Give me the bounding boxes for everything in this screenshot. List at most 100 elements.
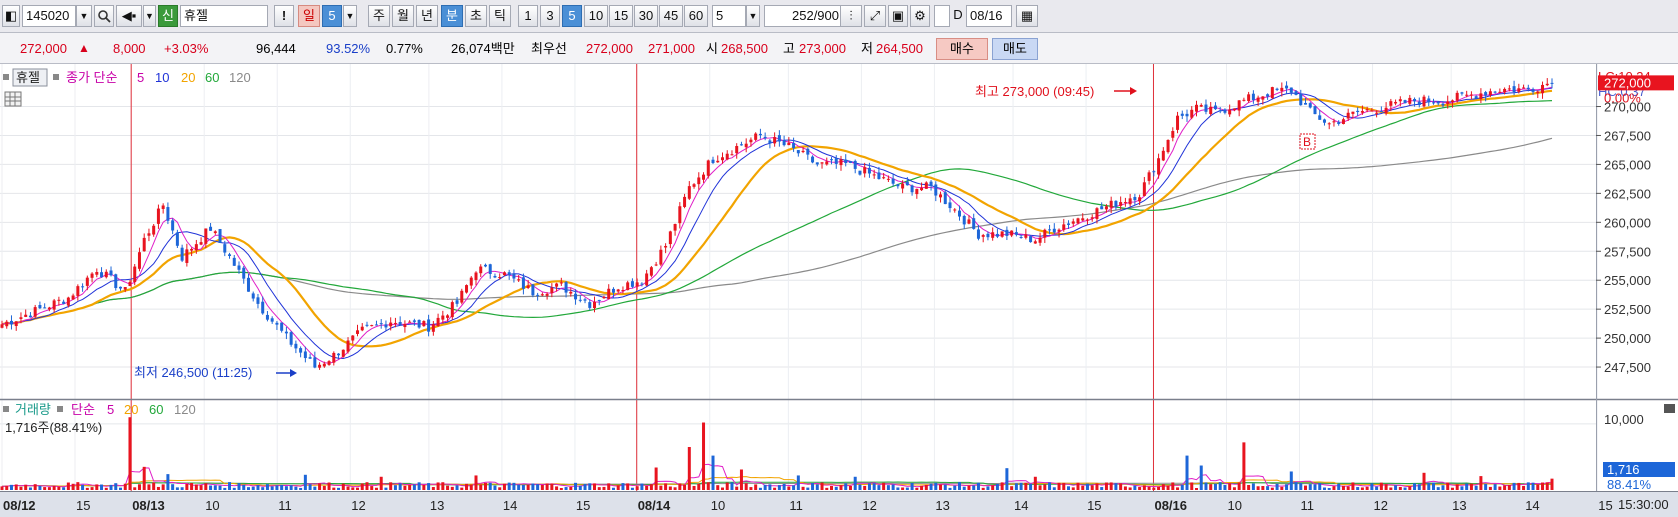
candle-body — [318, 364, 322, 368]
search-icon[interactable] — [94, 5, 114, 27]
bar-count-value: 252 — [791, 8, 814, 23]
volume-bar — [479, 484, 483, 490]
day-count-chevron-icon[interactable]: ▼ — [343, 5, 357, 27]
alert-button[interactable]: ! — [274, 5, 294, 27]
volume-bar — [986, 486, 990, 490]
candle-body — [683, 196, 687, 207]
volume-bar — [232, 487, 236, 490]
legend-stock-box[interactable] — [12, 68, 48, 87]
code-dropdown-chevron-icon[interactable]: ▼ — [76, 5, 92, 27]
candle-body — [166, 207, 170, 221]
volume-bar — [815, 484, 819, 490]
stock-name-field[interactable]: 휴젤 — [180, 5, 268, 27]
volume-bar — [593, 483, 597, 490]
legend-square-icon — [53, 74, 59, 80]
low-annotation-text: 최저 246,500 (11:25) — [134, 365, 252, 380]
candle-type-icon[interactable]: ⫶ — [840, 5, 862, 27]
candle-body — [280, 322, 284, 331]
legend-square-icon — [57, 406, 63, 412]
candle-body — [872, 174, 876, 176]
candle-body — [374, 324, 378, 326]
candle-body — [403, 324, 407, 328]
buy-button[interactable]: 매수 — [936, 38, 988, 60]
interval-10-button[interactable]: 10 — [584, 5, 608, 27]
speaker-icon[interactable]: ◀▪ — [116, 5, 142, 27]
time-axis-label: 10 — [205, 498, 219, 513]
candle-body — [1375, 112, 1379, 114]
interval-45-button[interactable]: 45 — [659, 5, 683, 27]
interval-60-button[interactable]: 60 — [684, 5, 708, 27]
candle-body — [308, 357, 312, 359]
interval-5-button[interactable]: 5 — [562, 5, 582, 27]
gear-icon[interactable]: ⚙ — [910, 5, 930, 27]
price-axis-tick-label: 250,000 — [1604, 331, 1651, 346]
interval-30-button[interactable]: 30 — [634, 5, 658, 27]
day-count-field[interactable]: 5 — [322, 5, 342, 27]
date-input[interactable]: 08/16 — [966, 5, 1012, 27]
candle-body — [270, 318, 274, 322]
buy-signal-marker: B — [1299, 133, 1316, 150]
sell-button[interactable]: 매도 — [992, 38, 1038, 60]
volume-bar — [1294, 482, 1298, 490]
volume-bar — [81, 484, 85, 490]
period-month-button[interactable]: 월 — [392, 5, 414, 27]
interval-3-button[interactable]: 3 — [540, 5, 560, 27]
period-second-button[interactable]: 초 — [465, 5, 487, 27]
volume-bar — [384, 487, 388, 490]
bar-count-field[interactable]: 252/900 — [764, 5, 844, 27]
volume-bar — [493, 485, 497, 490]
time-axis-label: 12 — [1374, 498, 1388, 513]
volume-bar — [1479, 476, 1483, 490]
pane-maximize-icon[interactable] — [1664, 404, 1675, 413]
candle-body — [460, 290, 464, 303]
volume-bar — [152, 482, 156, 490]
candle-body — [1176, 115, 1180, 130]
volume-bar — [787, 486, 791, 490]
candle-body — [66, 297, 70, 306]
volume-bar — [1507, 485, 1511, 490]
volume-bar — [1090, 485, 1094, 490]
interval-15-button[interactable]: 15 — [609, 5, 633, 27]
period-day-button[interactable]: 일 — [298, 5, 320, 27]
time-axis-label: 10 — [711, 498, 725, 513]
interval-input[interactable]: 5 — [712, 5, 746, 27]
candle-body — [1488, 91, 1492, 95]
high-price: 273,000 — [799, 41, 846, 56]
date-checkbox[interactable] — [934, 5, 950, 27]
period-minute-button[interactable]: 분 — [441, 5, 463, 27]
period-week-button[interactable]: 주 — [368, 5, 390, 27]
candle-body — [1403, 100, 1407, 104]
volume-bar — [929, 483, 933, 490]
grid-toggle-icon[interactable] — [4, 91, 22, 107]
interval-chevron-icon[interactable]: ▼ — [746, 5, 760, 27]
calendar-icon[interactable]: ▦ — [1016, 5, 1038, 27]
current-volume-box — [1603, 462, 1675, 477]
speaker-dropdown-chevron-icon[interactable]: ▼ — [143, 5, 156, 27]
draw-tool-icon[interactable]: ⤢ — [864, 5, 886, 27]
stock-code-input[interactable]: 145020 — [22, 5, 76, 27]
volume-bar — [1299, 483, 1303, 490]
candle-body — [507, 272, 511, 276]
interval-1-button[interactable]: 1 — [518, 5, 538, 27]
period-tick-button[interactable]: 틱 — [489, 5, 511, 27]
candle-body — [327, 361, 331, 365]
price-chart[interactable]: 270,000 267,500 265,000 262,500 260,000 257,5… — [0, 64, 1678, 517]
volume-bar — [744, 483, 748, 490]
period-year-button[interactable]: 년 — [416, 5, 438, 27]
candle-body — [119, 286, 123, 289]
volume-bar — [1327, 488, 1331, 490]
volume-bar — [678, 483, 682, 490]
candle-body — [1318, 115, 1322, 120]
candle-body — [28, 315, 32, 318]
candle-body — [531, 284, 535, 296]
chart-menu-icon[interactable]: ◧ — [2, 5, 20, 27]
volume-bar — [507, 482, 511, 490]
volume-bar — [156, 486, 160, 490]
volume-bar — [488, 482, 492, 490]
volume-bar — [237, 483, 241, 490]
save-icon[interactable]: ▣ — [888, 5, 908, 27]
candle-body — [863, 167, 867, 174]
volume-bar — [1237, 482, 1241, 490]
volume-bar — [976, 482, 980, 490]
candle-body — [1128, 198, 1132, 205]
